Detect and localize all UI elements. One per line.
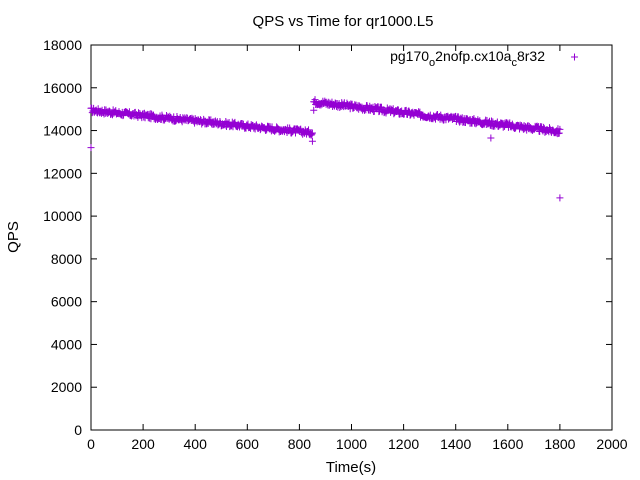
x-axis-label: Time(s): [326, 459, 376, 476]
data-point-outlier: [308, 137, 316, 145]
x-tick-label: 1200: [388, 436, 419, 452]
data-point: [244, 120, 252, 128]
chart-title: QPS vs Time for qr1000.L5: [253, 13, 434, 30]
x-tick-label: 400: [184, 436, 208, 452]
data-points: [87, 96, 564, 202]
x-tick-label: 600: [236, 436, 260, 452]
legend-text-part: 8r32: [517, 48, 545, 64]
y-tick-label: 0: [74, 422, 82, 438]
legend-subscript: o: [429, 57, 435, 69]
legend-text-part: 2nofp.cx10a: [435, 48, 511, 64]
data-point: [305, 126, 313, 134]
x-tick-label: 2000: [596, 436, 627, 452]
x-tick-label: 0: [87, 436, 95, 452]
x-tick-label: 1400: [440, 436, 471, 452]
data-point: [119, 112, 127, 120]
data-point-outlier: [556, 194, 564, 202]
data-point: [311, 96, 319, 104]
y-tick-label: 12000: [43, 165, 82, 181]
data-point: [308, 130, 316, 138]
y-tick-label: 4000: [51, 336, 82, 352]
data-point-outlier: [87, 144, 95, 152]
data-point: [556, 125, 564, 133]
y-tick-label: 14000: [43, 123, 82, 139]
y-tick-label: 18000: [43, 37, 82, 53]
y-tick-label: 8000: [51, 251, 82, 267]
data-point-outlier: [310, 106, 318, 114]
legend-subscript: c: [511, 57, 517, 69]
x-tick-label: 1800: [544, 436, 575, 452]
legend-text-part: pg170: [390, 48, 429, 64]
legend-label: pg170o2nofp.cx10ac8r32: [390, 48, 545, 69]
legend-plus-marker: [571, 53, 578, 61]
x-tick-label: 800: [288, 436, 312, 452]
y-tick-label: 2000: [51, 379, 82, 395]
y-tick-label: 6000: [51, 294, 82, 310]
data-point: [555, 129, 563, 137]
axis-ticks: 0 200 400 600 800 1000 1200 1400 1600 1800 2000 0 20…: [43, 37, 628, 452]
x-tick-label: 1000: [336, 436, 367, 452]
data-point: [308, 129, 316, 137]
data-point-outlier: [487, 134, 495, 142]
y-tick-label: 16000: [43, 80, 82, 96]
x-tick-label: 200: [131, 436, 155, 452]
y-axis-label: QPS: [5, 221, 22, 253]
y-tick-label: 10000: [43, 208, 82, 224]
legend: pg170o2nofp.cx10ac8r32: [390, 48, 578, 69]
x-tick-label: 1600: [492, 436, 523, 452]
legend-marker: [571, 53, 578, 61]
data-point: [508, 120, 516, 128]
